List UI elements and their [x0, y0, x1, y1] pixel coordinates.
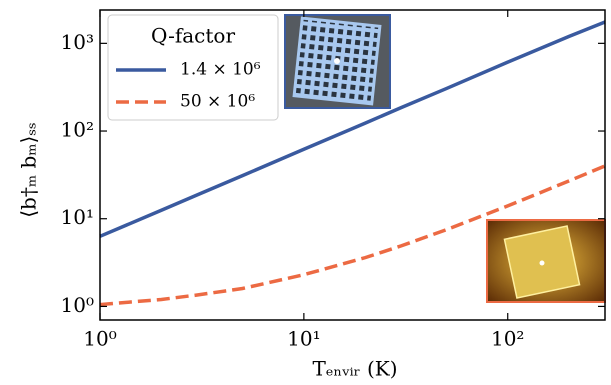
line — [99, 20, 606, 238]
y-axis-label: ⟨b†ₘ bₘ⟩ₛₛ — [17, 122, 41, 218]
legend-box — [107, 14, 279, 121]
y-tick-label: 10⁰ — [61, 293, 94, 317]
x-tick-label: 10² — [491, 327, 524, 351]
legend-title: Q-factor — [151, 24, 235, 48]
inset-image-2 — [486, 219, 606, 303]
x-tick-label: 10⁰ — [83, 327, 116, 351]
inset-image-1 — [284, 14, 391, 109]
y-tick-label: 10² — [61, 118, 94, 142]
x-tick-label: 10¹ — [287, 327, 320, 351]
y-tick-label: 10³ — [61, 30, 94, 54]
line — [99, 164, 606, 307]
legend-label: 50 × 10⁶ — [180, 92, 255, 112]
plot-frame — [99, 9, 606, 321]
y-tick-label: 10¹ — [61, 205, 94, 229]
legend-label: 1.4 × 10⁶ — [180, 60, 261, 80]
x-axis-label: Tₑₙᵥᵢᵣ (K) — [312, 357, 397, 381]
